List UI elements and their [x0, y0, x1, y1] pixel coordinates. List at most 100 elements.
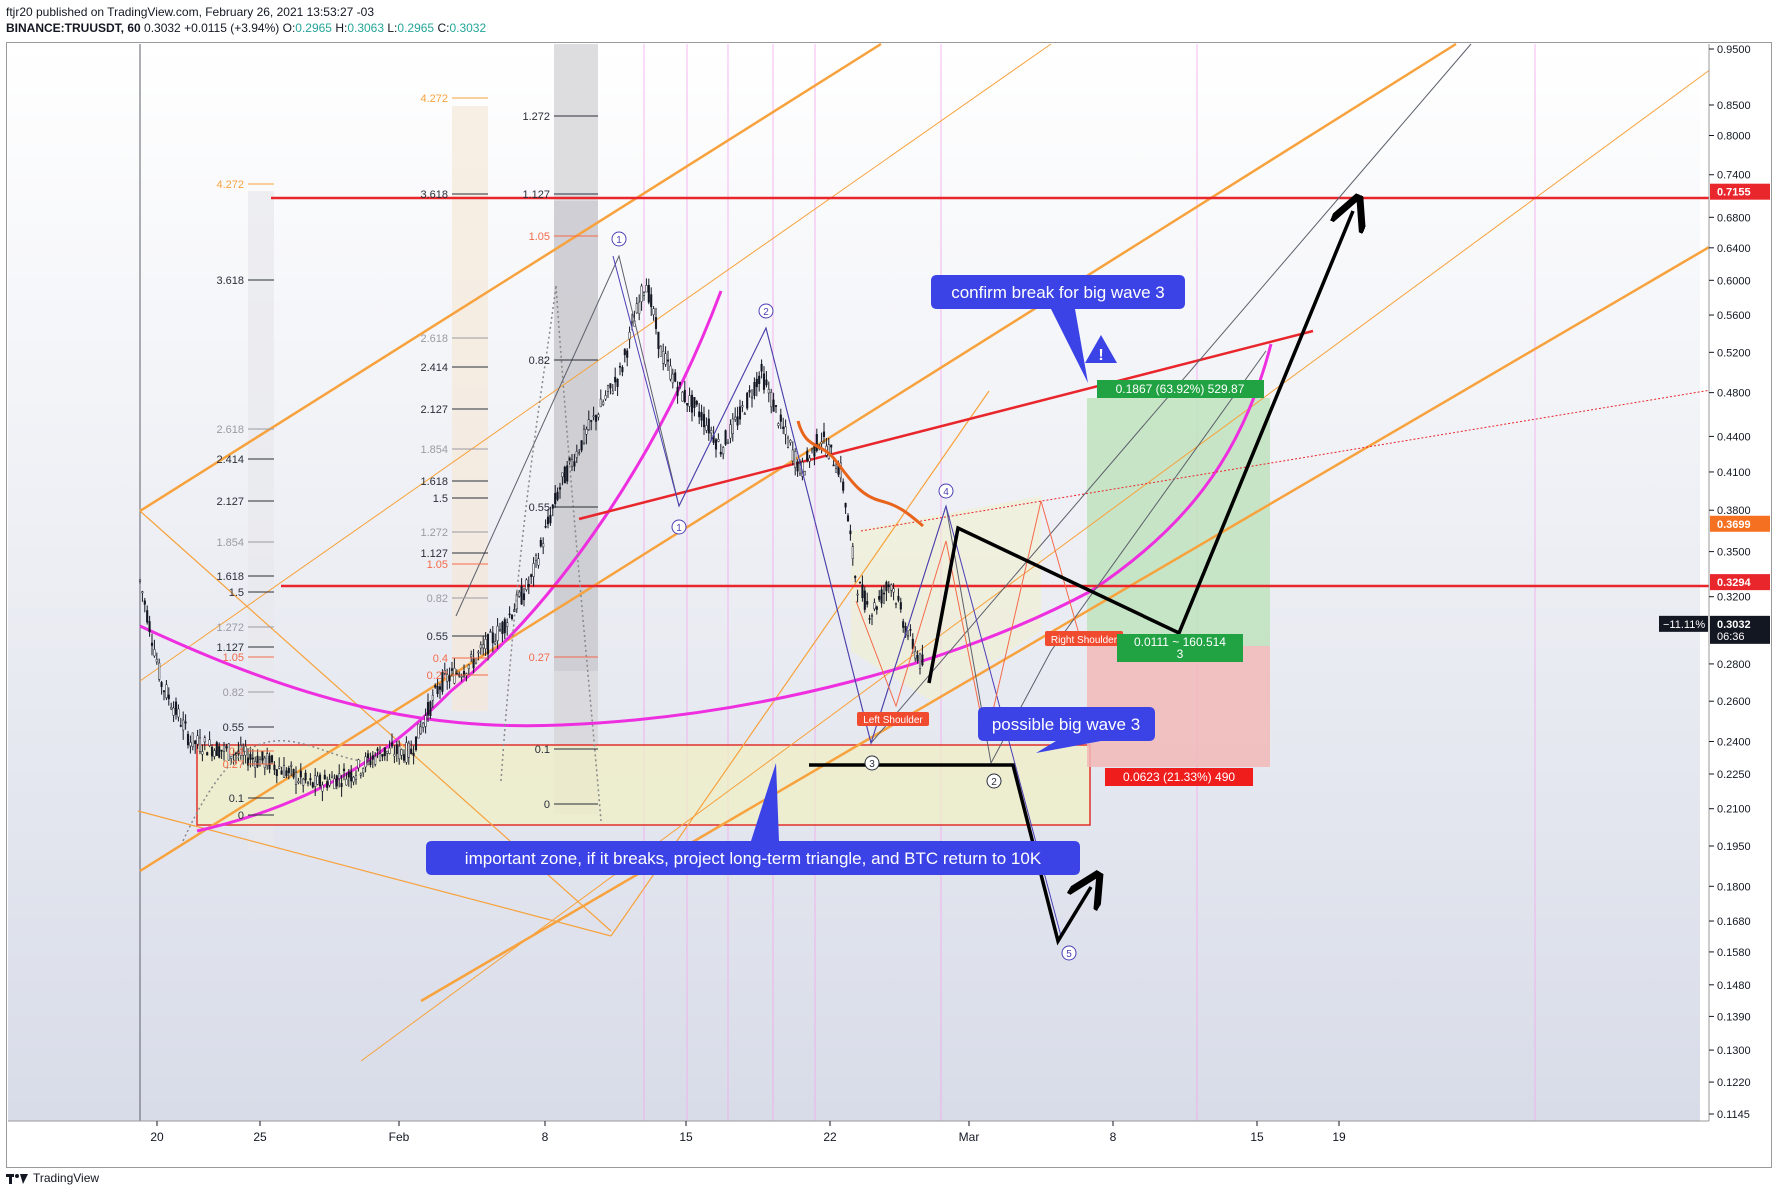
- cup-curve: [139, 343, 1273, 728]
- chart-frame[interactable]: 0.9500 0.8500 0.8000 0.7400 0.6800 0.6400 0.60…: [6, 42, 1772, 1168]
- candle-body: [914, 651, 917, 659]
- candle-body: [251, 757, 254, 760]
- fib-level-label: 1.618: [216, 571, 244, 583]
- y-tick-label: 0.3800: [1717, 505, 1751, 517]
- wave-marker-label: 1: [676, 523, 682, 534]
- candle-body: [460, 676, 463, 678]
- candle-body: [261, 751, 264, 761]
- footer-brand[interactable]: TradingView: [33, 1171, 100, 1185]
- candle-body: [362, 768, 365, 774]
- last-price: 0.3032: [144, 21, 181, 35]
- fib-level-label: 1.127: [522, 189, 550, 201]
- candle-body: [676, 386, 679, 396]
- candle-body: [621, 367, 624, 373]
- candle-body: [882, 592, 886, 595]
- candle-body: [203, 737, 206, 743]
- candle-body: [902, 621, 905, 628]
- y-tick-label: 0.1300: [1717, 1045, 1751, 1057]
- fib-level-label: 0.4: [229, 746, 244, 758]
- price-chart[interactable]: 0.9500 0.8500 0.8000 0.7400 0.6800 0.6400 0.60…: [7, 42, 1771, 1167]
- candle-body: [899, 602, 902, 610]
- candle-body: [450, 668, 454, 671]
- symbol-name[interactable]: BINANCE:TRUUSDT, 60: [6, 21, 141, 35]
- candle-body: [580, 440, 583, 451]
- zone-callout[interactable]: important zone, if it breaks, project lo…: [426, 763, 1080, 875]
- profit-zone: [1087, 398, 1270, 646]
- candle-body: [830, 444, 833, 448]
- y-tick-label: 0.3500: [1717, 547, 1751, 559]
- candle-body: [388, 747, 391, 754]
- y-tick-label: 0.2100: [1717, 804, 1751, 816]
- tradingview-logo-icon[interactable]: [6, 1172, 28, 1184]
- candle-body: [258, 759, 262, 767]
- time-axis[interactable]: 20 25 Feb 8 15 22 Mar 8 15 19: [150, 1121, 1346, 1144]
- fib-level-label: 1.05: [427, 559, 448, 571]
- fib-level-label: 1.5: [433, 493, 448, 505]
- candle-body: [614, 376, 617, 383]
- candle-body: [686, 403, 689, 406]
- candle-body: [777, 423, 780, 426]
- wave-marker: [938, 483, 954, 499]
- candle-body: [878, 596, 881, 600]
- candle-body: [650, 294, 653, 308]
- confirm-callout[interactable]: confirm break for big wave 3: [931, 275, 1185, 383]
- candle-body: [604, 395, 607, 400]
- candle-body: [666, 359, 670, 362]
- profit-label: 0.1867 (63.92%) 529.87: [1116, 382, 1245, 396]
- wave-marker: [986, 773, 1002, 789]
- candle-body: [858, 581, 862, 584]
- candle-body: [539, 539, 542, 547]
- candle-body: [318, 774, 322, 787]
- candle-body: [357, 759, 360, 769]
- candle-body: [153, 649, 156, 657]
- candle-body: [866, 601, 869, 605]
- price-axis[interactable]: 0.9500 0.8500 0.8000 0.7400 0.6800 0.6400 0.60…: [1709, 44, 1751, 1121]
- candle-body: [609, 383, 612, 389]
- loss-label: 0.0623 (21.33%) 490: [1123, 770, 1235, 784]
- x-tick-label: 15: [679, 1130, 693, 1144]
- ohlc-open-label: O:: [282, 21, 296, 35]
- y-tick-label: 0.7400: [1717, 170, 1751, 182]
- candle-body: [722, 447, 725, 455]
- candle-body: [443, 669, 446, 674]
- candle-body: [758, 375, 761, 384]
- candle-body: [611, 390, 614, 394]
- candle-body: [422, 722, 425, 728]
- candle-body: [227, 743, 230, 761]
- candle-body: [911, 638, 914, 649]
- candle-body: [527, 584, 530, 587]
- fib-level-label: 0.55: [427, 631, 448, 643]
- candle-body: [705, 425, 708, 431]
- x-tick-label: 20: [150, 1130, 164, 1144]
- candle-body: [647, 285, 650, 303]
- candle-body: [719, 451, 722, 455]
- candle-body: [237, 750, 240, 755]
- chart-header: ftjr20 published on TradingView.com, Feb…: [6, 4, 486, 36]
- candle-body: [239, 745, 242, 756]
- candle-body: [316, 775, 319, 785]
- x-tick-label: 22: [823, 1130, 837, 1144]
- candle-body: [690, 394, 694, 413]
- candle-body: [489, 631, 492, 633]
- candle-body: [616, 378, 619, 387]
- candle-body: [263, 757, 266, 768]
- possible-callout[interactable]: possible big wave 3: [978, 707, 1155, 753]
- candle-body: [194, 740, 197, 745]
- publish-line: ftjr20 published on TradingView.com, Feb…: [6, 5, 375, 19]
- candle-body: [918, 653, 922, 669]
- candle-body: [405, 742, 408, 763]
- y-tick-label: 0.1390: [1717, 1011, 1751, 1023]
- fib-level-label: 2.127: [420, 404, 448, 416]
- candle-body: [198, 737, 202, 752]
- candle-body: [654, 317, 658, 329]
- wave-marker: [864, 755, 880, 771]
- candle-body: [314, 775, 317, 787]
- candle-body: [381, 753, 384, 757]
- projection-path[interactable]: [927, 211, 1353, 684]
- candle-body: [546, 516, 550, 525]
- candle-body: [148, 621, 151, 633]
- dotted-projection: [182, 285, 602, 842]
- x-tick-label: Mar: [959, 1130, 980, 1144]
- candle-body: [916, 654, 919, 661]
- fib-level-label: 2.618: [216, 424, 244, 436]
